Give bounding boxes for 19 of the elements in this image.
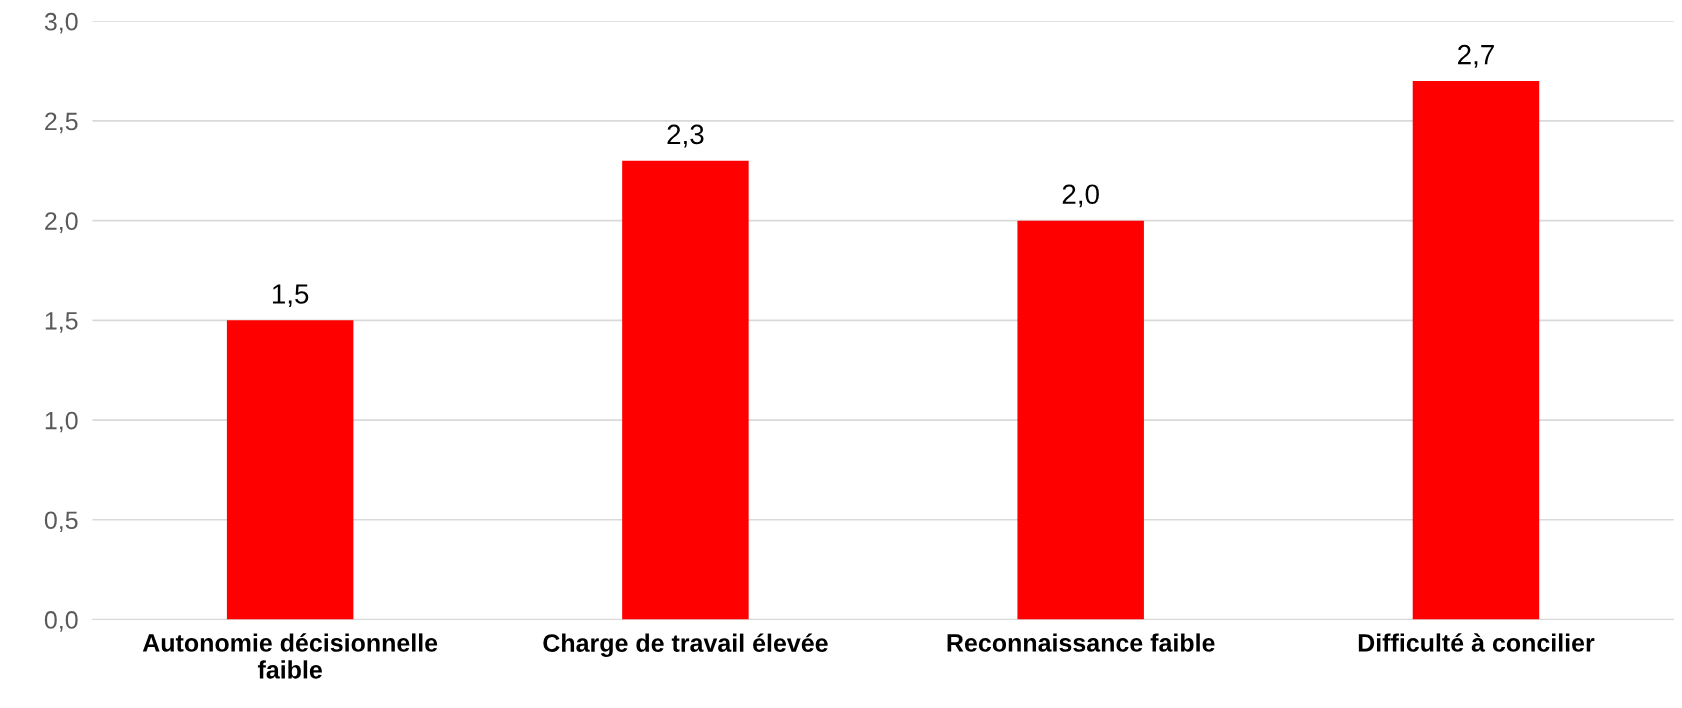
data-label: 2,7 xyxy=(1458,44,1494,68)
bar xyxy=(1017,220,1144,620)
x-tick-label: Autonomie décisionnelle faible xyxy=(142,633,438,679)
x-tick-label: Charge de travail élevée xyxy=(543,633,828,658)
y-tick-label: 3,0 xyxy=(44,12,78,34)
y-tick-label: 0,5 xyxy=(44,511,78,533)
y-tick-label: 1,0 xyxy=(45,411,78,433)
data-label: 2,3 xyxy=(667,124,704,148)
data-label: 2,0 xyxy=(1062,184,1099,208)
y-tick-label: 0,0 xyxy=(44,611,78,632)
data-label: 1,5 xyxy=(272,284,309,308)
y-tick-label: 2,5 xyxy=(45,112,78,134)
y-tick-label: 1,5 xyxy=(45,312,78,333)
y-tick-label: 2,0 xyxy=(45,212,78,233)
x-tick-label: Reconnaissance faible xyxy=(947,633,1215,652)
bar xyxy=(1412,81,1540,620)
x-tick-label: Difficulté à concilier xyxy=(1358,633,1595,652)
bar xyxy=(622,160,749,620)
bar xyxy=(226,320,354,620)
